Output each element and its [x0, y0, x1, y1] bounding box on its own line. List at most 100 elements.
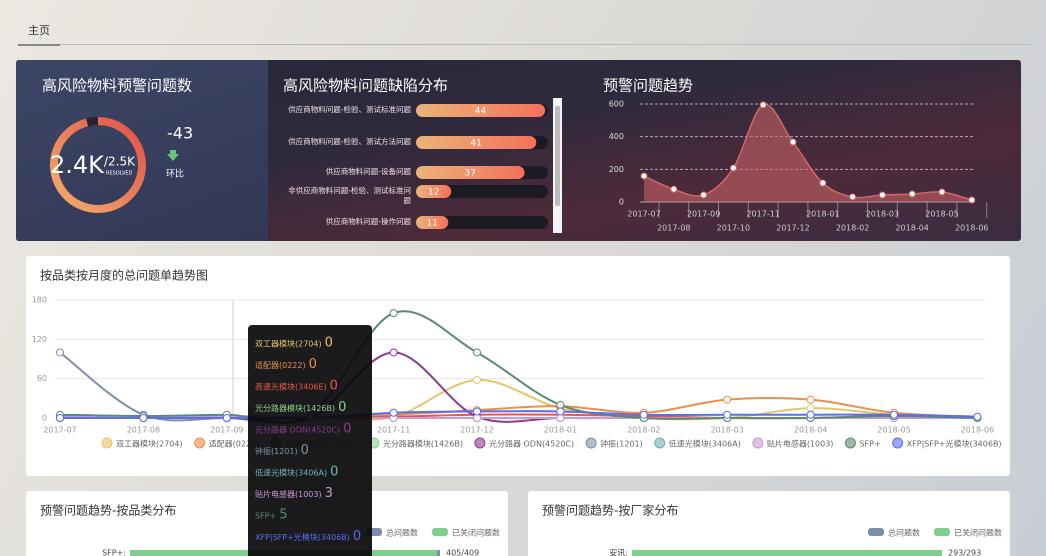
y-tick-label: 0	[42, 414, 47, 423]
legend-icon	[892, 437, 904, 449]
x-tick-label: 2017-08	[127, 426, 160, 435]
x-tick-label: 2018-06	[961, 426, 994, 435]
tooltip-name: SFP+	[255, 512, 276, 521]
y-tick-label: 400	[609, 132, 624, 141]
x-tick-label: 2017-07	[43, 426, 76, 435]
bar-value: 11	[426, 219, 437, 229]
point	[973, 412, 982, 421]
point	[389, 348, 398, 357]
tooltip-value: 0	[353, 529, 361, 544]
point	[640, 172, 648, 180]
x-tick-label: 2018-06	[955, 224, 988, 233]
tooltip-value: 0	[330, 465, 338, 480]
x-tick-label: 2018-02	[836, 224, 869, 233]
point	[389, 309, 398, 318]
legend-label: 光分路器模块(1426B)	[383, 439, 463, 449]
gauge-caption: RESOLVED	[106, 171, 133, 177]
x-tick-label: 2017-12	[460, 426, 493, 435]
tooltip-value: 0	[338, 400, 346, 415]
tooltip-box	[248, 325, 372, 556]
x-tick-label: 2018-03	[866, 210, 899, 219]
legend-icon	[432, 528, 448, 536]
y-tick-label: 200	[609, 165, 624, 174]
x-tick-label: 2017-12	[776, 224, 809, 233]
x-tick-label: 2017-11	[746, 210, 779, 219]
tooltip-name: 高速光模块(3406E)	[255, 382, 327, 392]
tooltip-value: 5	[279, 508, 287, 523]
bar	[632, 550, 942, 556]
gauge-value: 2.4K	[50, 151, 105, 179]
legend-label: 适配器(0222)	[209, 439, 260, 449]
y-tick-label: 60	[37, 374, 47, 383]
x-tick-label: 2017-07	[627, 210, 660, 219]
change-value: -43	[167, 124, 193, 143]
legend-label: 已关闭问题数	[954, 528, 1002, 538]
tooltip-name: 光分路器模块(1426B)	[255, 403, 335, 413]
panel-title: 高风险物料问题缺陷分布	[283, 77, 448, 95]
bar-label: 供应商物料问题-操作问题	[325, 217, 411, 226]
bar	[416, 216, 449, 229]
bar-label: 供应商物料问题-检验、测试方法问题	[288, 137, 411, 146]
point	[222, 414, 231, 422]
legend-label: 低速光模块(3406A)	[669, 439, 741, 449]
x-tick-label: 2018-05	[925, 210, 958, 219]
bar-value: 41	[470, 139, 481, 149]
point	[819, 179, 827, 187]
legend-label: 贴片电感器(1003)	[767, 439, 834, 449]
panel-title: 预警问题趋势	[603, 77, 693, 95]
tooltip-name: 钟振(1201)	[255, 446, 298, 456]
change-label: 环比	[166, 168, 184, 180]
tooltip-name: 低速光模块(3406A)	[255, 468, 327, 478]
card-title: 按品类按月度的总问题单趋势图	[40, 268, 208, 283]
bar-value: 37	[465, 169, 476, 179]
point	[729, 164, 737, 172]
legend-label: SFP+	[859, 440, 880, 449]
point	[473, 407, 481, 416]
bar-label: 供应商物料问题-检验、测试标准问题	[288, 105, 411, 114]
panel-title: 高风险物料预警问题数	[42, 77, 192, 95]
x-tick-label: 2017-11	[377, 426, 410, 435]
point	[908, 190, 916, 198]
tooltip-value: 0	[330, 379, 338, 394]
legend-icon	[101, 437, 113, 449]
change-arrow	[167, 150, 179, 161]
scrollbar[interactable]	[553, 98, 562, 233]
bar	[416, 166, 525, 179]
point	[806, 395, 815, 404]
point	[759, 101, 767, 109]
x-tick-label: 2017-08	[657, 224, 690, 233]
point	[723, 395, 732, 404]
tab-line	[18, 44, 1030, 45]
legend-icon	[654, 437, 666, 449]
point	[789, 138, 797, 146]
point	[639, 410, 648, 419]
tooltip-name: 光分路器 ODN(4520C)	[255, 425, 340, 435]
legend-label: 钟振(1201)	[600, 439, 643, 449]
y-tick-label: 0	[619, 198, 624, 207]
series-line	[60, 410, 978, 420]
x-tick-label: 2018-01	[544, 426, 577, 435]
area	[644, 104, 972, 202]
legend-label: 已关闭问题数	[452, 528, 500, 538]
point	[473, 414, 481, 422]
legend-icon	[844, 437, 856, 449]
tab[interactable]: 主页	[18, 20, 60, 46]
point	[849, 193, 857, 201]
point	[389, 408, 398, 417]
row-label: SFP+:	[102, 549, 126, 556]
gauge-arc	[50, 117, 146, 213]
tooltip-value: 0	[325, 336, 333, 351]
tooltip-name: 双工器模块(2704)	[255, 339, 322, 349]
card-title: 预警问题趋势-按品类分布	[40, 503, 176, 518]
x-tick-label: 2018-05	[877, 426, 910, 435]
bar-label: 供应商物料问题-设备问题	[325, 167, 411, 176]
vendor-card	[528, 491, 1010, 556]
bar	[416, 104, 546, 117]
point	[139, 414, 148, 422]
point	[938, 188, 946, 196]
point	[806, 404, 815, 413]
tooltip-name: XFP|SFP+光模块(3406B)	[255, 532, 350, 542]
bar-value: 12	[428, 188, 439, 198]
bar-value: 44	[475, 107, 487, 117]
